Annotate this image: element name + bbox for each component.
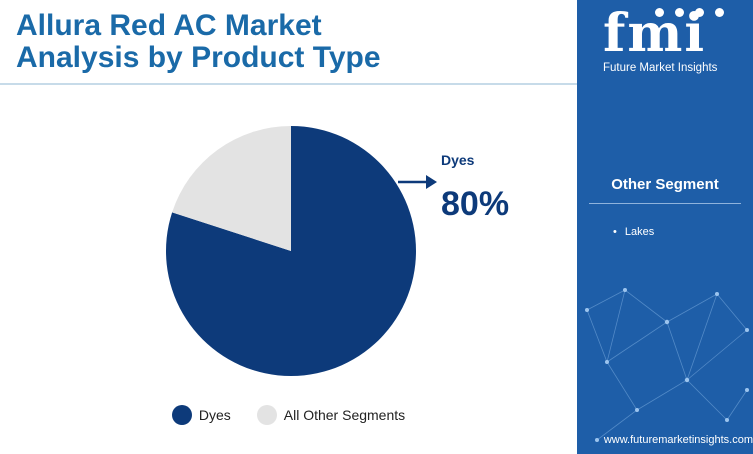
callout-arrow xyxy=(398,175,437,189)
legend-swatch-dyes xyxy=(171,405,192,425)
title-line-1: Allura Red AC Market xyxy=(16,9,322,42)
logo-dot-icon xyxy=(655,8,664,17)
logo-icons xyxy=(655,8,724,17)
other-segment-list: Lakes xyxy=(613,226,654,238)
list-item: Lakes xyxy=(613,226,654,238)
website-url[interactable]: www.futuremarketinsights.com xyxy=(603,434,753,446)
title-line-2: Analysis by Product Type xyxy=(16,41,381,74)
page-title: Allura Red AC Market Analysis by Product… xyxy=(16,10,556,74)
logo-dot-icon xyxy=(715,8,724,17)
sidebar-panel: fmi Future Market Insights Other Segment… xyxy=(577,0,753,454)
legend-label-dyes: Dyes xyxy=(198,407,231,423)
logo-subtitle: Future Market Insights xyxy=(603,62,718,74)
logo-dot-icon xyxy=(675,8,684,17)
logo-dot-icon xyxy=(695,8,704,17)
pie-slices xyxy=(166,126,416,376)
pie-slice-all-other-segments xyxy=(172,126,291,251)
title-divider xyxy=(0,83,577,85)
pie-chart xyxy=(166,126,437,376)
legend-item-other: All Other Segments xyxy=(256,405,406,425)
legend-item-dyes: Dyes xyxy=(171,405,231,425)
fmi-logo: fmi Future Market Insights xyxy=(597,4,737,79)
network-graphic xyxy=(585,288,749,442)
legend-swatch-other xyxy=(256,405,277,425)
sidebar-divider xyxy=(589,203,741,204)
callout-label: Dyes xyxy=(441,152,475,168)
pie-chart-area xyxy=(0,86,577,454)
callout-value: 80% xyxy=(441,185,510,223)
legend-label-other: All Other Segments xyxy=(283,407,406,423)
other-segment-heading: Other Segment xyxy=(611,176,719,193)
logo-wordmark: fmi xyxy=(603,3,707,64)
chart-legend: Dyes All Other Segments xyxy=(0,405,577,425)
